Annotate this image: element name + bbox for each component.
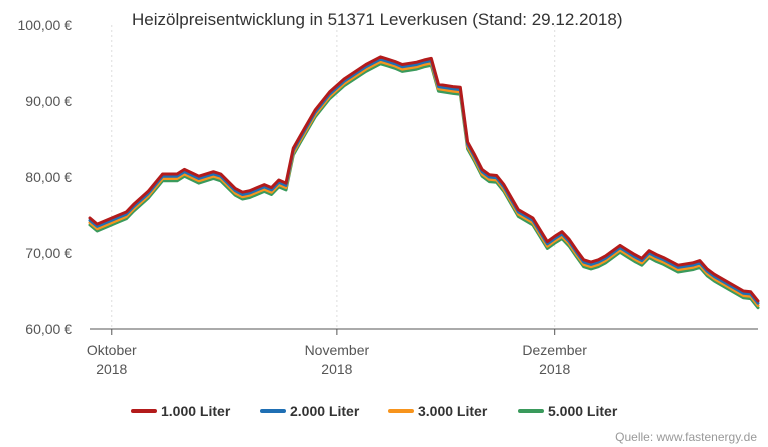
y-tick-label: 70,00 € xyxy=(25,245,72,261)
series-line-3 xyxy=(88,60,760,307)
y-tick-label: 90,00 € xyxy=(25,93,72,109)
x-tick-label-year: 2018 xyxy=(96,361,127,377)
x-tick-label-month: Dezember xyxy=(522,342,587,358)
y-tick-label: 60,00 € xyxy=(25,321,72,337)
series-layer xyxy=(88,55,760,310)
series-line-2 xyxy=(88,57,760,305)
grid-layer xyxy=(111,25,556,329)
x-tick-label-year: 2018 xyxy=(321,361,352,377)
legend-label: 2.000 Liter xyxy=(290,403,360,419)
x-tick-label-month: November xyxy=(305,342,370,358)
x-tick-label-year: 2018 xyxy=(539,361,570,377)
chart-title: Heizölpreisentwicklung in 51371 Leverkus… xyxy=(132,10,622,29)
source-note: Quelle: www.fastenergy.de xyxy=(615,430,757,444)
series-line-4 xyxy=(88,62,760,310)
legend-label: 3.000 Liter xyxy=(418,403,488,419)
series-line-1 xyxy=(88,55,760,303)
legend: 1.000 Liter 2.000 Liter 3.000 Liter 5.000 L… xyxy=(131,403,618,419)
legend-label: 1.000 Liter xyxy=(161,403,231,419)
x-tick-label-month: Oktober xyxy=(87,342,137,358)
y-axis: 60,00 € 70,00 € 80,00 € 90,00 € 100,00 € xyxy=(18,17,73,337)
x-axis: Oktober 2018 November 2018 Dezember 2018 xyxy=(87,329,587,377)
y-tick-label: 80,00 € xyxy=(25,169,72,185)
y-tick-label: 100,00 € xyxy=(18,17,73,33)
legend-label: 5.000 Liter xyxy=(548,403,618,419)
